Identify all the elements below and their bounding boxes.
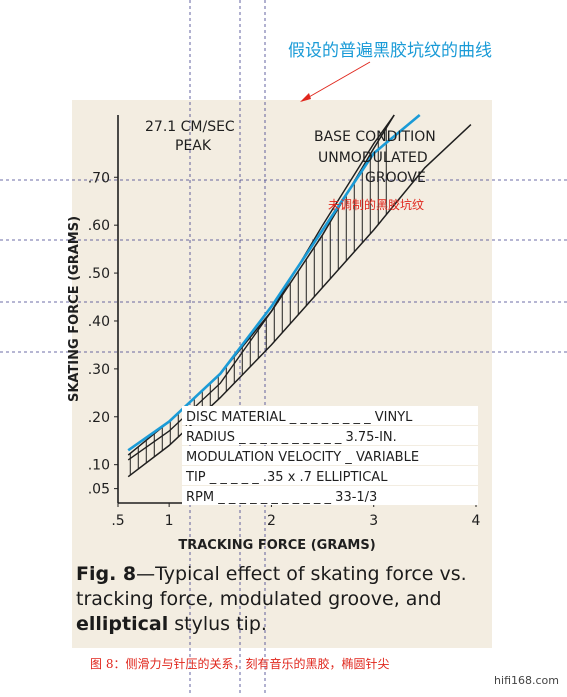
chinese-caption: 图 8：侧滑力与针压的关系，刻有音乐的黑胶，椭圆针尖 [90, 657, 390, 671]
base-label-line-3: GROOVE [365, 170, 426, 186]
caption-strong: elliptical [76, 613, 169, 635]
overlay-curve-line [127, 114, 421, 452]
annotation-bg-1 [182, 426, 478, 445]
x-tick-label-4: 4 [472, 513, 481, 529]
axes: .05 .10 .20 .30 .40 .50 .60 .70 .5 1 2 3 4 TRACKING F… [67, 115, 481, 553]
y-axis-label: SKATING FORCE (GRAMS) [67, 216, 82, 402]
annotation-block: DISC MATERIAL _ _ _ _ _ _ _ _ VINYL RADIU… [182, 406, 478, 505]
watermark: hifi168.com [494, 674, 559, 687]
annotation-text-1: RADIUS _ _ _ _ _ _ _ _ _ _ 3.75-IN. [186, 430, 397, 445]
y-tick-label-4: .40 [88, 314, 110, 330]
band-lower-line [127, 124, 472, 478]
x-tick-label-0: .5 [111, 513, 124, 529]
base-condition-line [127, 114, 395, 461]
caption-text-1: —Typical effect of skating force vs. tra… [76, 563, 467, 610]
caption-lead: Fig. 8 [76, 563, 137, 585]
annotation-bg-2 [182, 446, 478, 465]
band-label-line-1: 27.1 CM/SEC [145, 119, 235, 135]
x-axis-label: TRACKING FORCE (GRAMS) [178, 538, 375, 553]
band-label-line-2: PEAK [175, 138, 212, 154]
annotation-bg-4 [182, 486, 478, 505]
overlay-curve-annotation: 假设的普遍黑胶坑纹的曲线 [288, 41, 492, 61]
caption-text-2: stylus tip. [168, 613, 267, 635]
y-tick-label-0: .05 [88, 482, 110, 498]
x-tick-label-3: 3 [369, 513, 378, 529]
y-tick-label-6: .60 [88, 218, 110, 234]
y-tick-label-2: .20 [88, 410, 110, 426]
annotation-text-3: TIP _ _ _ _ _ .35 x .7 ELLIPTICAL [185, 470, 388, 485]
y-tick-label-5: .50 [88, 266, 110, 282]
annotation-text-0: DISC MATERIAL _ _ _ _ _ _ _ _ VINYL [186, 410, 413, 425]
figure-caption: Fig. 8—Typical effect of skating force v… [76, 562, 536, 637]
annotation-arrow-head [300, 93, 311, 102]
base-label-line-2: UNMODULATED [318, 150, 428, 166]
annotation-arrow-line [301, 61, 371, 102]
scan-background [72, 100, 492, 648]
x-tick-label-1: 1 [165, 513, 174, 529]
x-tick-label-2: 2 [267, 513, 276, 529]
y-tick-label-7: .70 [88, 170, 110, 186]
y-tick-label-1: .10 [88, 458, 110, 474]
annotation-bg-3 [182, 466, 478, 485]
y-tick-label-3: .30 [88, 362, 110, 378]
series-lines [127, 61, 421, 461]
base-label-line-1: BASE CONDITION [314, 129, 436, 145]
annotation-text-4: RPM _ _ _ _ _ _ _ _ _ _ _ 33-1/3 [186, 490, 377, 505]
annotation-bg-0 [182, 406, 478, 425]
annotation-text-2: MODULATION VELOCITY _ VARIABLE [186, 450, 419, 465]
chart-labels: 27.1 CM/SEC PEAK BASE CONDITION UNMODULATED… [145, 119, 436, 186]
base-groove-annotation: 未调制的黑胶坑纹 [328, 198, 425, 212]
